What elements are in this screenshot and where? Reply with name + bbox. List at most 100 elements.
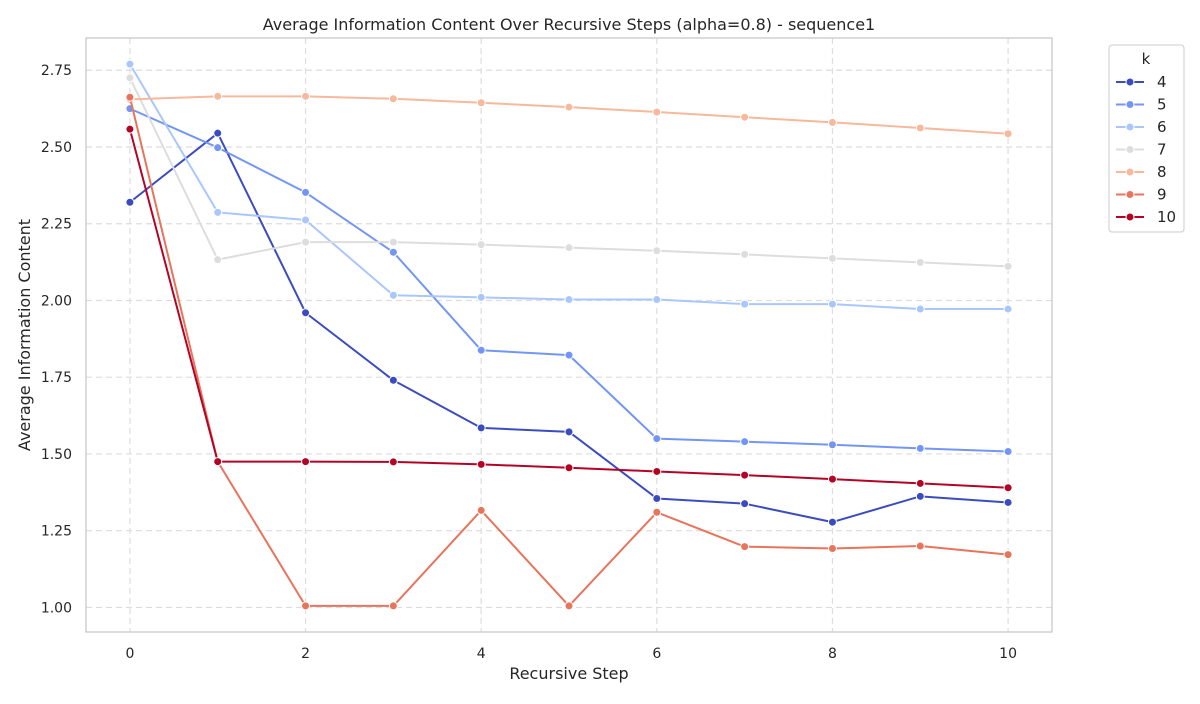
x-tick-label: 4: [477, 646, 486, 662]
data-point-k-5: [915, 443, 925, 453]
legend-swatch-marker: [1125, 122, 1135, 132]
legend-label: 10: [1157, 208, 1176, 226]
data-point-k-10: [652, 466, 662, 476]
legend-swatch-marker: [1125, 145, 1135, 154]
x-tick-label: 6: [652, 646, 661, 662]
data-point-k-9: [564, 601, 574, 611]
data-point-k-4: [915, 491, 925, 501]
data-point-k-10: [564, 463, 574, 473]
legend-swatch-marker: [1125, 190, 1135, 199]
y-axis-label: Average Information Content: [15, 219, 34, 451]
series-k-4: [125, 128, 1013, 527]
data-point-k-8: [652, 107, 662, 117]
chart-title: Average Information Content Over Recursi…: [263, 15, 875, 34]
data-point-k-10: [1003, 483, 1013, 493]
data-point-k-7: [740, 249, 750, 259]
data-point-k-8: [388, 94, 398, 104]
series-k-6: [125, 59, 1013, 314]
series-line-k-8: [128, 95, 1010, 135]
data-point-k-10: [740, 470, 750, 480]
legend-item-k-7: 7: [1116, 141, 1167, 159]
data-point-k-9: [1003, 550, 1013, 560]
data-point-k-6: [476, 292, 486, 302]
data-point-k-4: [213, 128, 223, 138]
data-point-k-7: [827, 253, 837, 263]
data-point-k-7: [388, 237, 398, 247]
data-point-k-10: [125, 124, 135, 134]
data-point-k-5: [476, 345, 486, 355]
data-point-k-8: [1003, 129, 1013, 139]
legend-label: 7: [1157, 141, 1167, 159]
series-lines: [125, 59, 1013, 611]
data-point-k-4: [652, 493, 662, 503]
y-tick-label: 2.50: [41, 140, 72, 156]
axis-ticks: 0 2 4 6 8 10 1.00 1.25 1.50 1.75 2.00 2.25 2.50 2.75: [41, 63, 1017, 662]
data-point-k-5: [564, 350, 574, 360]
data-point-k-9: [125, 92, 135, 102]
data-point-k-10: [476, 459, 486, 469]
data-point-k-8: [915, 123, 925, 133]
data-point-k-5: [1003, 446, 1013, 456]
data-point-k-8: [827, 117, 837, 127]
legend-frame: [1108, 44, 1185, 233]
series-k-9: [125, 92, 1013, 611]
legend-swatch-marker: [1125, 167, 1135, 177]
plot-frame: [85, 37, 1053, 633]
legend-label: 6: [1157, 118, 1167, 136]
legend-label: 5: [1157, 96, 1167, 114]
y-tick-label: 2.25: [41, 217, 72, 233]
data-point-k-9: [915, 541, 925, 551]
data-point-k-6: [388, 290, 398, 300]
y-tick-label: 2.00: [41, 293, 72, 309]
data-point-k-7: [125, 73, 135, 83]
grid: [86, 38, 1052, 632]
legend-item-k-6: 6: [1116, 118, 1167, 136]
legend-label: 9: [1157, 186, 1167, 204]
data-point-k-8: [301, 91, 311, 101]
legend-swatch-marker: [1125, 212, 1135, 222]
data-point-k-10: [915, 478, 925, 488]
data-point-k-6: [652, 295, 662, 305]
legend-items: 4 5 6 7 8 9 10: [1116, 73, 1176, 226]
legend-item-k-5: 5: [1116, 96, 1167, 114]
legend-item-k-10: 10: [1116, 208, 1176, 226]
data-point-k-7: [564, 243, 574, 253]
y-tick-label: 2.75: [41, 63, 72, 79]
data-point-k-8: [476, 98, 486, 108]
data-point-k-6: [1003, 304, 1013, 314]
y-tick-label: 1.50: [41, 447, 72, 463]
data-point-k-8: [740, 112, 750, 122]
data-point-k-5: [652, 434, 662, 444]
data-point-k-9: [827, 544, 837, 554]
data-point-k-10: [301, 457, 311, 467]
data-point-k-4: [827, 517, 837, 527]
data-point-k-6: [915, 304, 925, 314]
data-point-k-9: [652, 507, 662, 517]
data-point-k-6: [301, 215, 311, 225]
data-point-k-10: [213, 457, 223, 467]
data-point-k-7: [213, 255, 223, 265]
y-tick-label: 1.75: [41, 370, 72, 386]
data-point-k-5: [213, 143, 223, 153]
data-point-k-5: [388, 247, 398, 257]
data-point-k-7: [476, 240, 486, 250]
data-point-k-9: [476, 505, 486, 515]
data-point-k-5: [740, 437, 750, 447]
data-point-k-5: [827, 440, 837, 450]
data-point-k-6: [564, 295, 574, 305]
x-tick-label: 2: [301, 646, 310, 662]
data-point-k-7: [301, 237, 311, 247]
legend-item-k-8: 8: [1116, 163, 1167, 181]
data-point-k-6: [125, 59, 135, 69]
data-point-k-9: [388, 601, 398, 611]
legend-label: 4: [1157, 73, 1167, 91]
legend-label: 8: [1157, 163, 1167, 181]
data-point-k-6: [827, 299, 837, 309]
data-point-k-4: [476, 423, 486, 433]
data-point-k-4: [301, 308, 311, 318]
data-point-k-4: [564, 427, 574, 437]
data-point-k-8: [564, 102, 574, 112]
legend-swatch-marker: [1125, 77, 1135, 87]
